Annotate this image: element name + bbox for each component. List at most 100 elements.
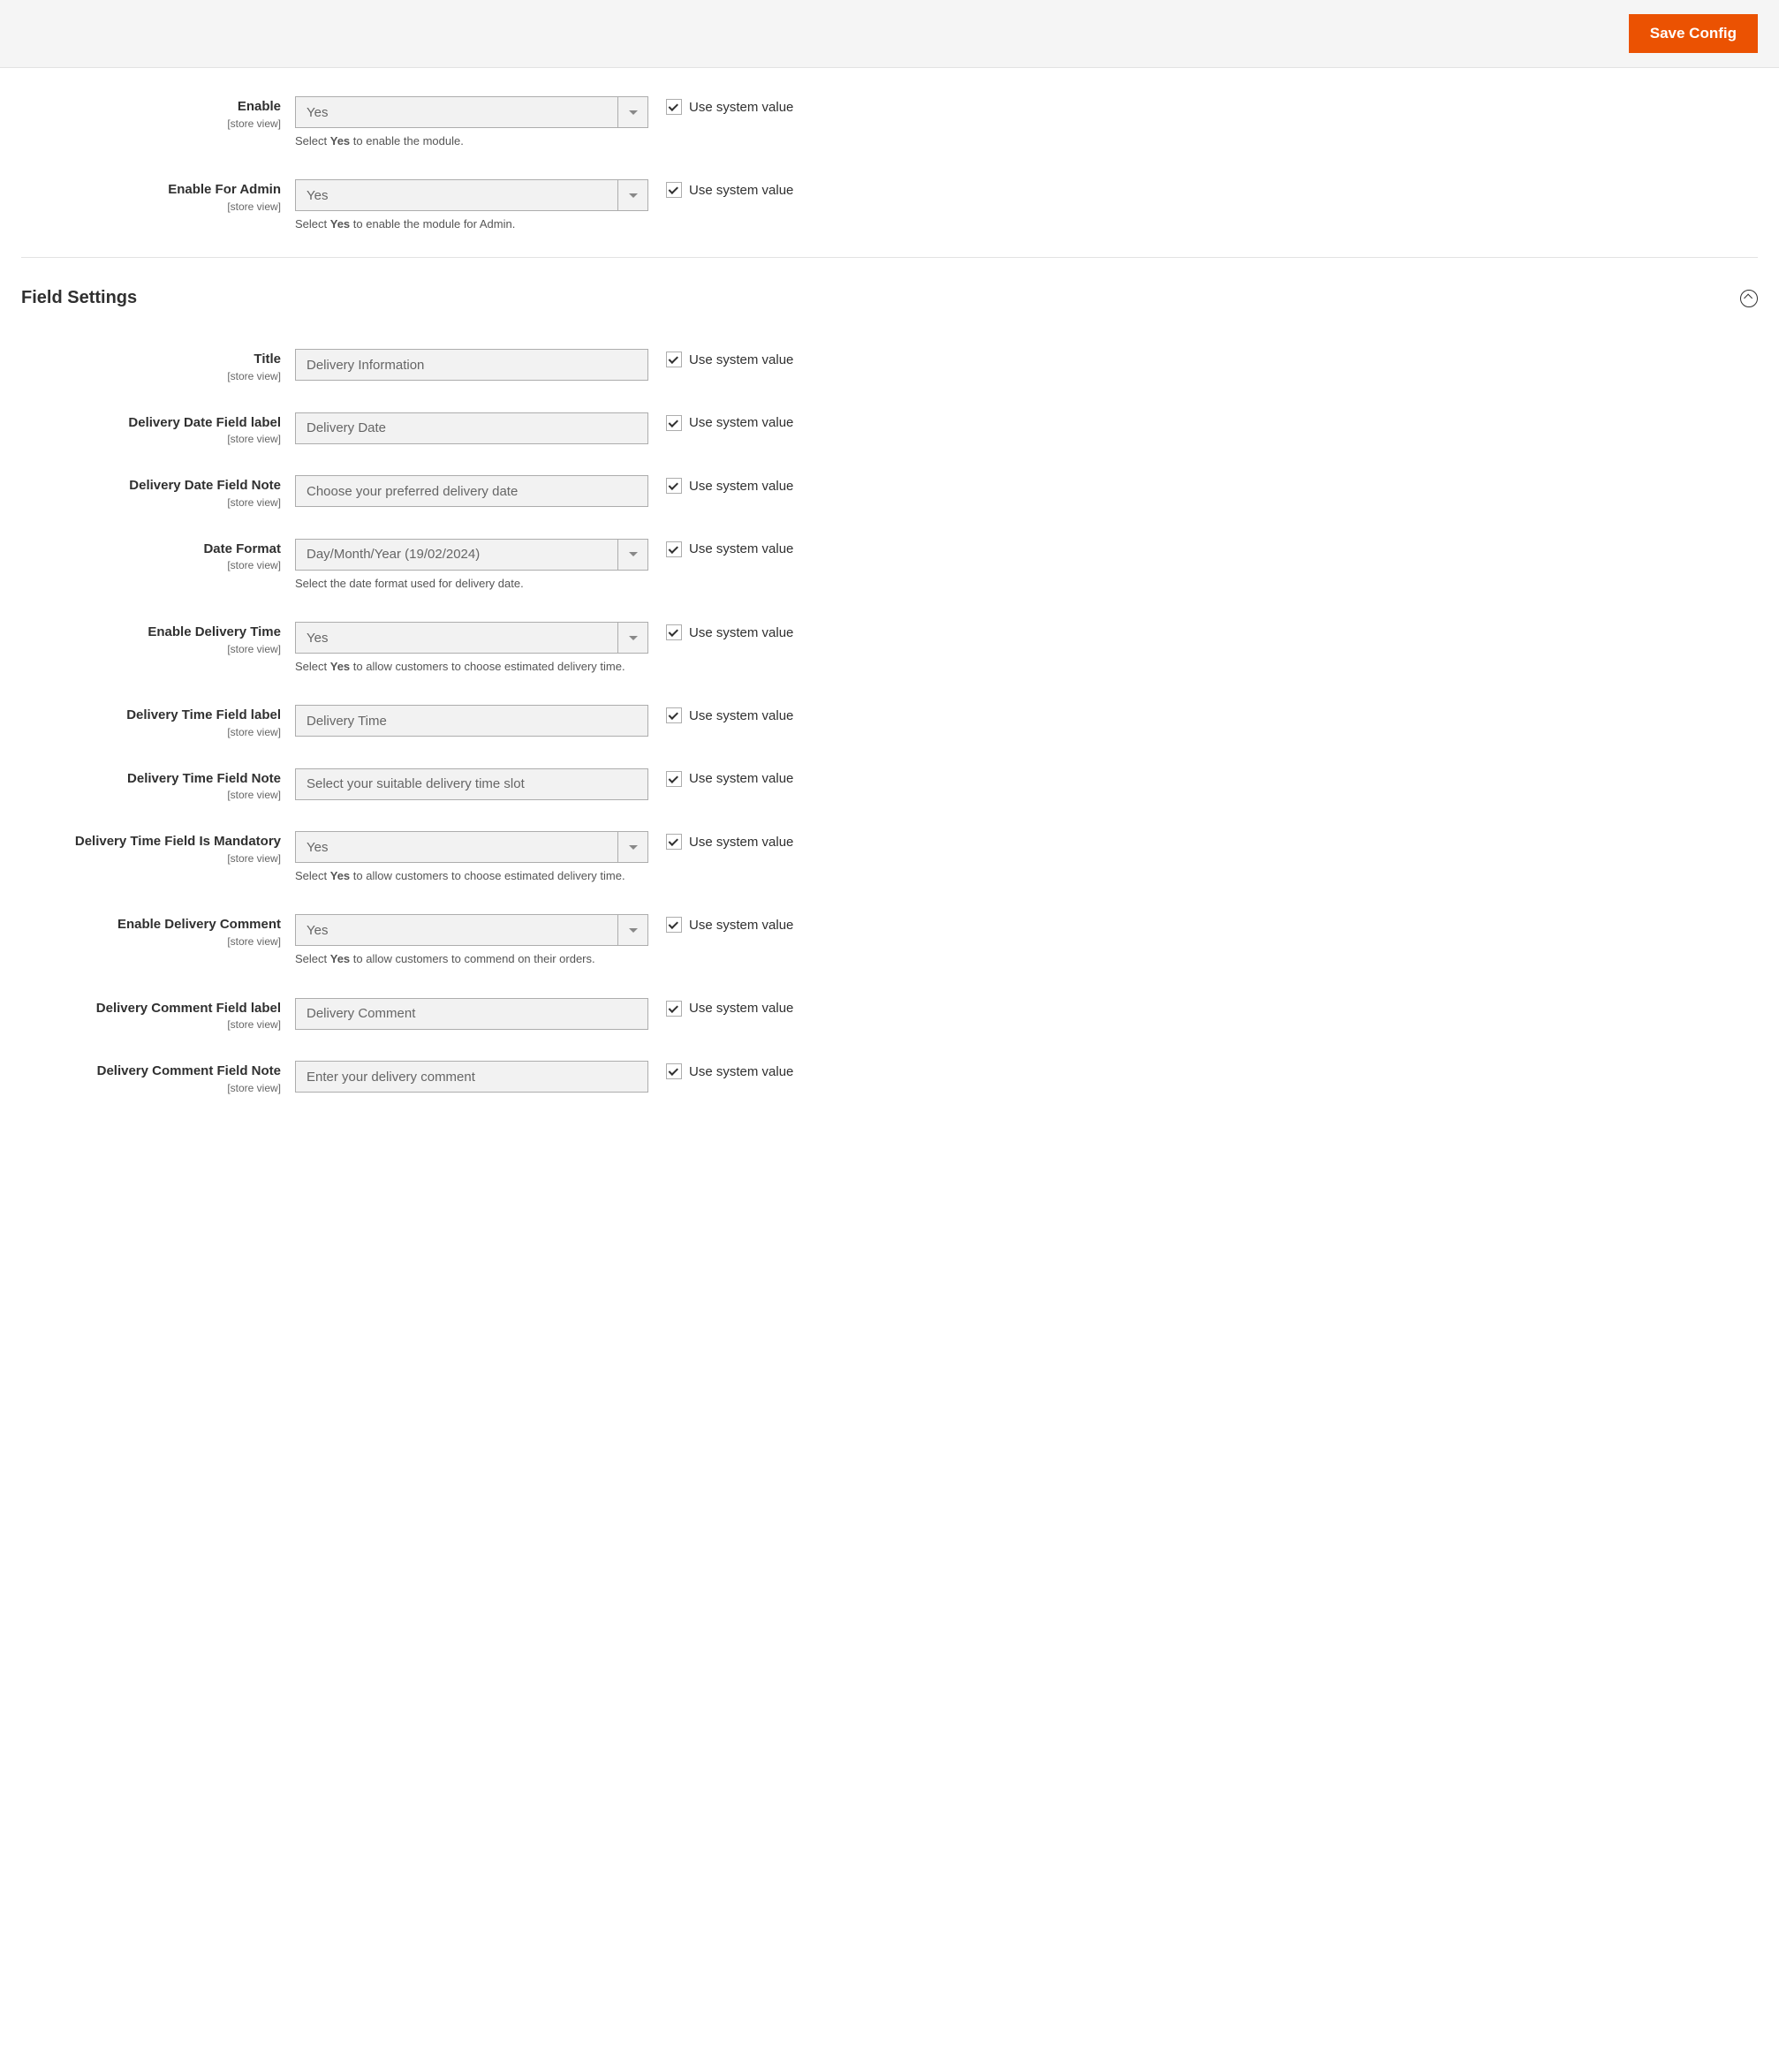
select-date-format[interactable]: Day/Month/Year (19/02/2024) bbox=[295, 539, 648, 571]
use-system-label: Use system value bbox=[689, 771, 793, 786]
checkbox-icon bbox=[666, 352, 682, 367]
select-enable-for-admin-value: Yes bbox=[296, 180, 617, 210]
scope-label: [store view] bbox=[21, 433, 281, 445]
use-system-delivery-comment-label[interactable]: Use system value bbox=[666, 1001, 793, 1017]
use-system-label: Use system value bbox=[689, 541, 793, 556]
scope-label: [store view] bbox=[21, 935, 281, 948]
row-delivery-time-label: Delivery Time Field label [store view] U… bbox=[21, 698, 1758, 745]
select-delivery-time-mandatory-value: Yes bbox=[296, 832, 617, 862]
checkbox-icon bbox=[666, 415, 682, 431]
checkbox-icon bbox=[666, 182, 682, 198]
collapse-icon bbox=[1740, 290, 1758, 307]
use-system-label: Use system value bbox=[689, 415, 793, 430]
use-system-delivery-date-note[interactable]: Use system value bbox=[666, 478, 793, 494]
row-enable-for-admin: Enable For Admin [store view] Yes Select… bbox=[21, 172, 1758, 239]
use-system-delivery-time-label[interactable]: Use system value bbox=[666, 707, 793, 723]
use-system-label: Use system value bbox=[689, 918, 793, 933]
use-system-enable[interactable]: Use system value bbox=[666, 99, 793, 115]
use-system-delivery-time-mandatory[interactable]: Use system value bbox=[666, 834, 793, 850]
chevron-down-icon bbox=[617, 180, 647, 210]
row-enable: Enable [store view] Yes Select Yes to en… bbox=[21, 89, 1758, 156]
label-delivery-comment-label: Delivery Comment Field label bbox=[21, 1000, 281, 1017]
label-enable-for-admin: Enable For Admin bbox=[21, 181, 281, 199]
use-system-title[interactable]: Use system value bbox=[666, 352, 793, 367]
section-header-field-settings[interactable]: Field Settings bbox=[21, 276, 1758, 321]
checkbox-icon bbox=[666, 707, 682, 723]
checkbox-icon bbox=[666, 834, 682, 850]
chevron-down-icon bbox=[617, 623, 647, 653]
note-enable: Select Yes to enable the module. bbox=[295, 133, 648, 149]
select-delivery-time-mandatory[interactable]: Yes bbox=[295, 831, 648, 863]
use-system-label: Use system value bbox=[689, 1064, 793, 1079]
use-system-enable-for-admin[interactable]: Use system value bbox=[666, 182, 793, 198]
row-enable-delivery-time: Enable Delivery Time [store view] Yes Se… bbox=[21, 615, 1758, 682]
input-delivery-date-note[interactable] bbox=[295, 475, 648, 507]
general-section: Enable [store view] Yes Select Yes to en… bbox=[21, 68, 1758, 239]
use-system-label: Use system value bbox=[689, 479, 793, 494]
input-title[interactable] bbox=[295, 349, 648, 381]
chevron-down-icon bbox=[617, 540, 647, 570]
row-title: Title [store view] Use system value bbox=[21, 342, 1758, 389]
chevron-down-icon bbox=[617, 97, 647, 127]
use-system-label: Use system value bbox=[689, 352, 793, 367]
checkbox-icon bbox=[666, 478, 682, 494]
chevron-down-icon bbox=[617, 915, 647, 945]
label-delivery-date-label: Delivery Date Field label bbox=[21, 414, 281, 432]
select-enable-for-admin[interactable]: Yes bbox=[295, 179, 648, 211]
scope-label: [store view] bbox=[21, 726, 281, 738]
use-system-enable-delivery-comment[interactable]: Use system value bbox=[666, 917, 793, 933]
use-system-date-format[interactable]: Use system value bbox=[666, 541, 793, 557]
section-divider bbox=[21, 257, 1758, 258]
select-enable-delivery-comment[interactable]: Yes bbox=[295, 914, 648, 946]
input-delivery-time-label[interactable] bbox=[295, 705, 648, 737]
scope-label: [store view] bbox=[21, 1082, 281, 1094]
note-enable-delivery-time: Select Yes to allow customers to choose … bbox=[295, 659, 648, 675]
use-system-label: Use system value bbox=[689, 1001, 793, 1016]
chevron-down-icon bbox=[617, 832, 647, 862]
input-delivery-comment-label[interactable] bbox=[295, 998, 648, 1030]
save-config-button[interactable]: Save Config bbox=[1629, 14, 1758, 53]
checkbox-icon bbox=[666, 771, 682, 787]
scope-label: [store view] bbox=[21, 1018, 281, 1031]
select-enable[interactable]: Yes bbox=[295, 96, 648, 128]
row-date-format: Date Format [store view] Day/Month/Year … bbox=[21, 532, 1758, 599]
label-enable-delivery-time: Enable Delivery Time bbox=[21, 624, 281, 641]
input-delivery-comment-note[interactable] bbox=[295, 1061, 648, 1093]
label-enable-delivery-comment: Enable Delivery Comment bbox=[21, 916, 281, 934]
use-system-label: Use system value bbox=[689, 100, 793, 115]
input-delivery-date-label[interactable] bbox=[295, 412, 648, 444]
use-system-label: Use system value bbox=[689, 708, 793, 723]
label-delivery-date-note: Delivery Date Field Note bbox=[21, 477, 281, 495]
select-enable-delivery-time[interactable]: Yes bbox=[295, 622, 648, 654]
note-delivery-time-mandatory: Select Yes to allow customers to choose … bbox=[295, 868, 648, 884]
use-system-delivery-time-note[interactable]: Use system value bbox=[666, 771, 793, 787]
row-delivery-date-note: Delivery Date Field Note [store view] Us… bbox=[21, 468, 1758, 516]
use-system-delivery-comment-note[interactable]: Use system value bbox=[666, 1063, 793, 1079]
label-date-format: Date Format bbox=[21, 541, 281, 558]
scope-label: [store view] bbox=[21, 789, 281, 801]
use-system-label: Use system value bbox=[689, 835, 793, 850]
select-enable-value: Yes bbox=[296, 97, 617, 127]
use-system-label: Use system value bbox=[689, 625, 793, 640]
label-delivery-comment-note: Delivery Comment Field Note bbox=[21, 1062, 281, 1080]
use-system-label: Use system value bbox=[689, 183, 793, 198]
scope-label: [store view] bbox=[21, 200, 281, 213]
row-delivery-time-note: Delivery Time Field Note [store view] Us… bbox=[21, 761, 1758, 809]
select-enable-delivery-time-value: Yes bbox=[296, 623, 617, 653]
scope-label: [store view] bbox=[21, 117, 281, 130]
use-system-enable-delivery-time[interactable]: Use system value bbox=[666, 624, 793, 640]
label-delivery-time-mandatory: Delivery Time Field Is Mandatory bbox=[21, 833, 281, 851]
note-enable-delivery-comment: Select Yes to allow customers to commend… bbox=[295, 951, 648, 967]
select-enable-delivery-comment-value: Yes bbox=[296, 915, 617, 945]
checkbox-icon bbox=[666, 1063, 682, 1079]
use-system-delivery-date-label[interactable]: Use system value bbox=[666, 415, 793, 431]
scope-label: [store view] bbox=[21, 852, 281, 865]
top-bar: Save Config bbox=[0, 0, 1779, 68]
note-enable-for-admin: Select Yes to enable the module for Admi… bbox=[295, 216, 648, 232]
input-delivery-time-note[interactable] bbox=[295, 768, 648, 800]
scope-label: [store view] bbox=[21, 370, 281, 382]
select-date-format-value: Day/Month/Year (19/02/2024) bbox=[296, 540, 617, 570]
checkbox-icon bbox=[666, 99, 682, 115]
config-content: Enable [store view] Yes Select Yes to en… bbox=[0, 68, 1779, 1137]
row-enable-delivery-comment: Enable Delivery Comment [store view] Yes… bbox=[21, 907, 1758, 974]
